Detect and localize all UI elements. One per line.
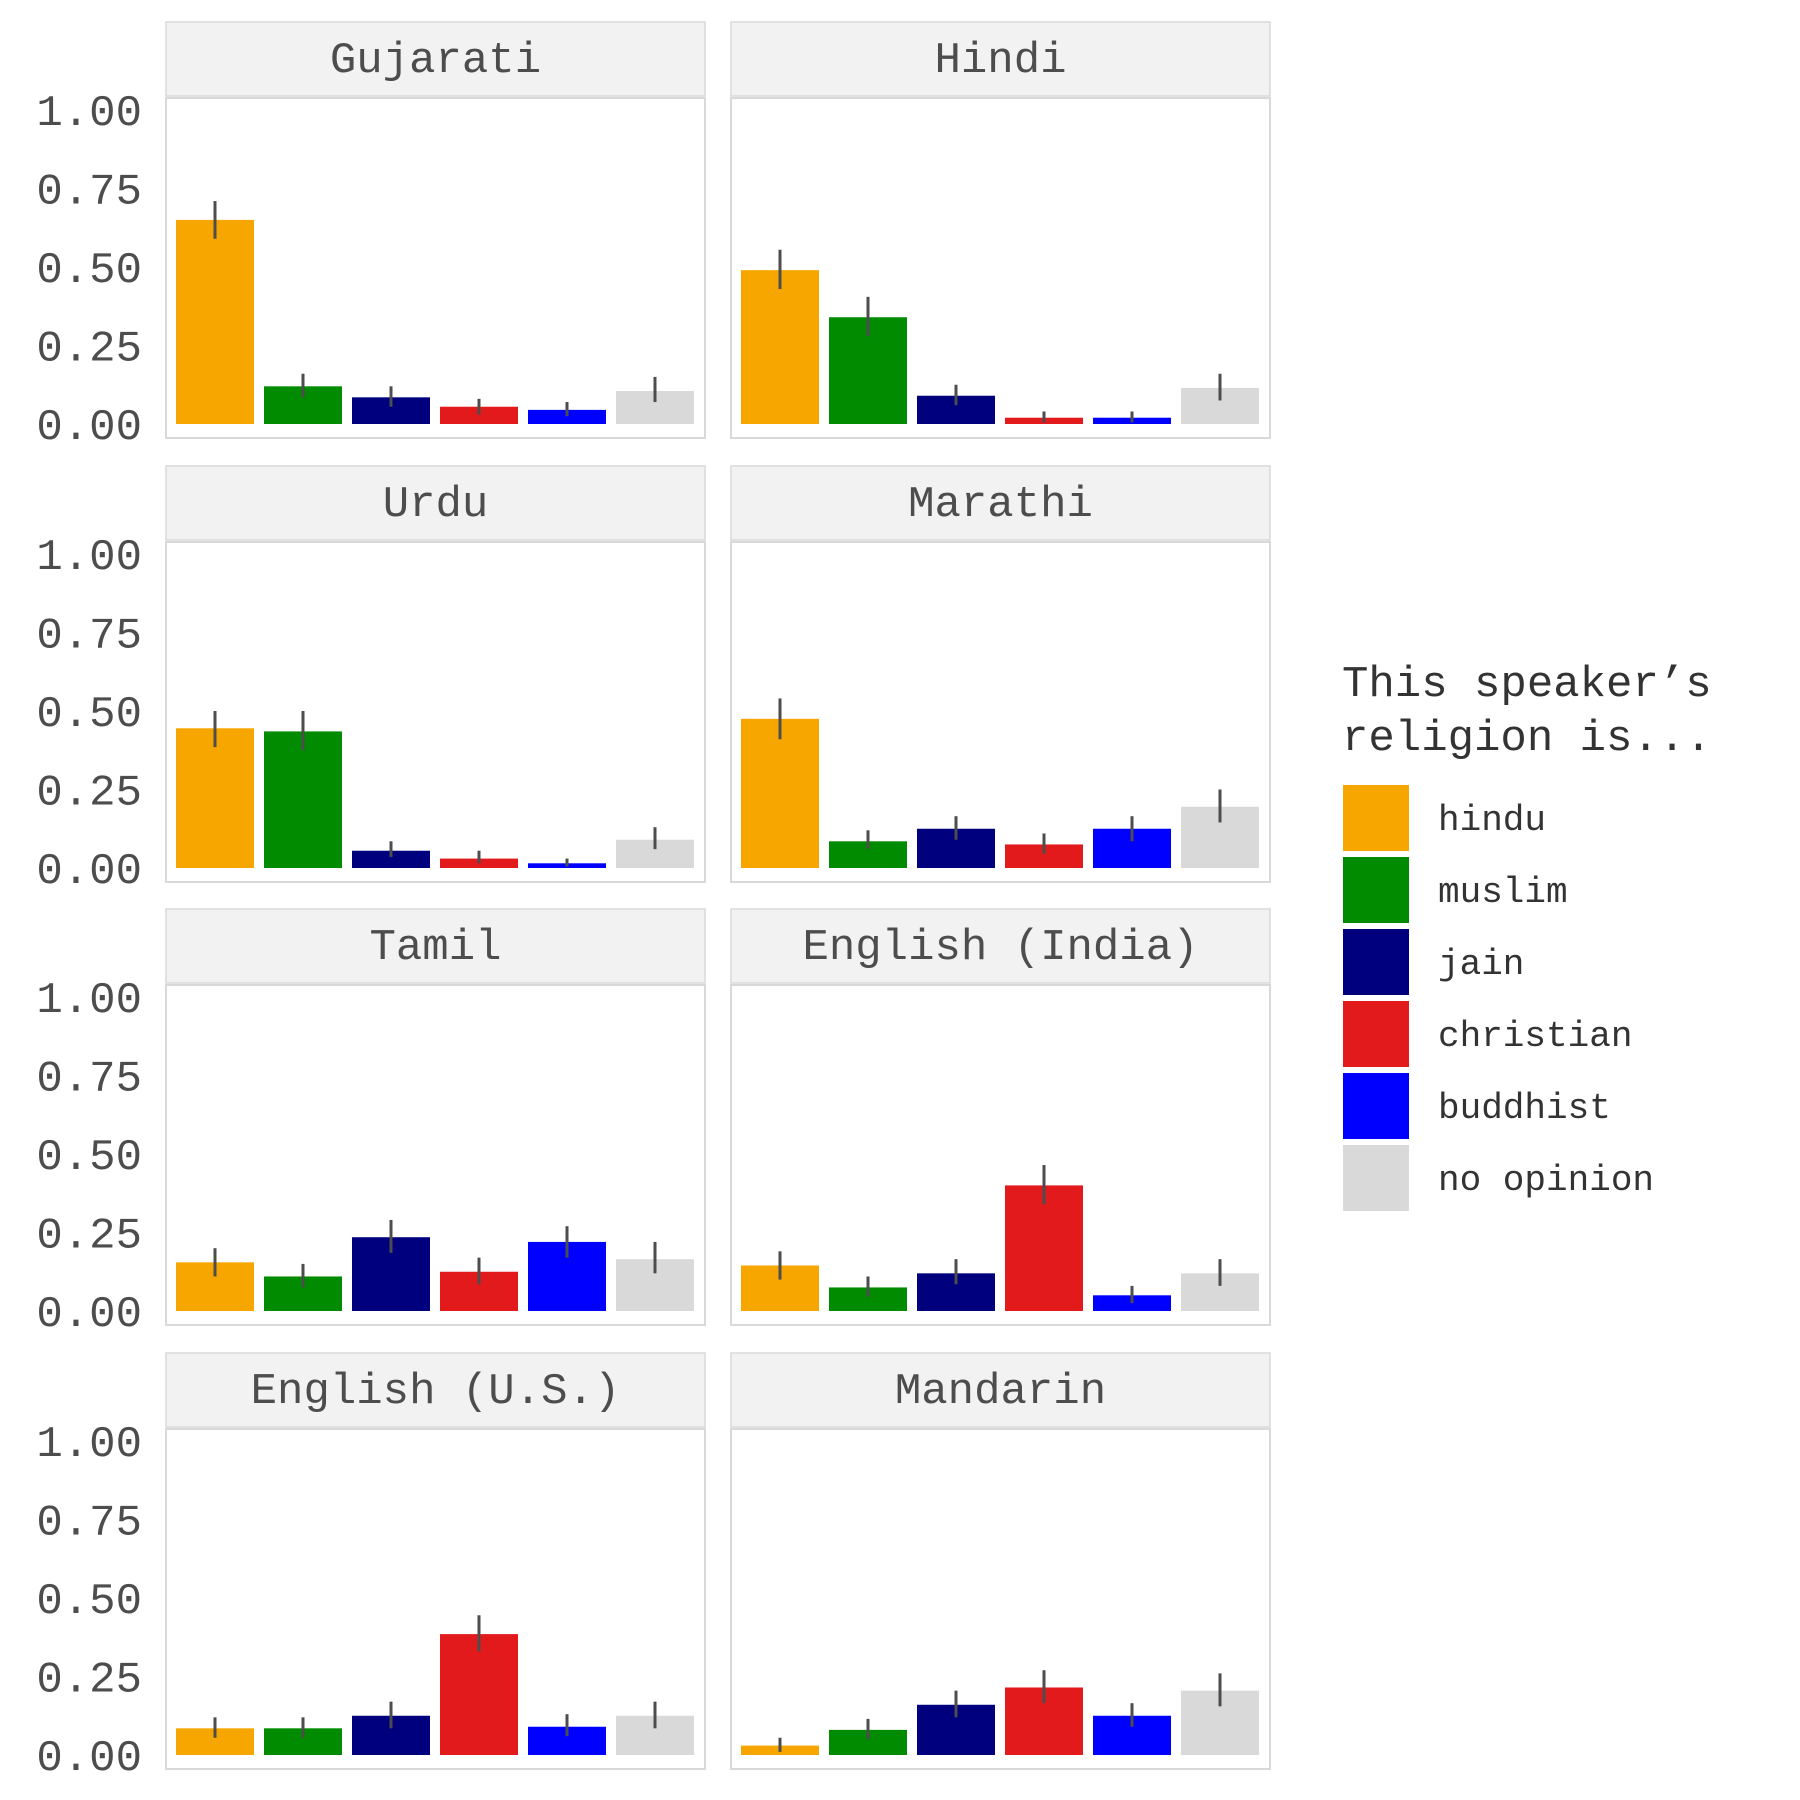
legend-label-christian: christian — [1438, 1016, 1632, 1057]
bar-christian — [440, 858, 518, 868]
y-tick-label: 0.75 — [36, 1499, 142, 1549]
y-tick-label: 0.00 — [36, 403, 142, 453]
legend-key-buddhist — [1341, 1071, 1411, 1141]
y-tick-label: 0.75 — [36, 612, 142, 662]
bar-hindu — [176, 219, 254, 424]
bar-christian — [440, 406, 518, 424]
y-tick-label: 1.00 — [36, 976, 142, 1026]
facet-strip — [165, 21, 706, 97]
y-tick-label: 0.50 — [36, 690, 142, 740]
panel-background — [165, 97, 706, 439]
y-tick-label: 0.25 — [36, 1656, 142, 1706]
facet-strip — [730, 1352, 1271, 1428]
facet-title: Marathi — [908, 480, 1093, 530]
facet-title: Tamil — [369, 923, 501, 973]
legend-title: This speaker’s — [1342, 660, 1712, 710]
facet-title: Hindi — [934, 36, 1066, 86]
bar-jain — [352, 850, 430, 868]
facet-strip — [165, 908, 706, 984]
bar-muslim — [264, 731, 342, 868]
y-tick-label: 0.00 — [36, 847, 142, 897]
y-tick-label: 0.50 — [36, 1133, 142, 1183]
bar-hindu — [741, 270, 819, 424]
facet-title: Urdu — [383, 480, 489, 530]
facet-title: English (U.S.) — [251, 1367, 621, 1417]
facet-strip — [165, 465, 706, 541]
legend-key-hindu — [1341, 783, 1411, 853]
legend-key-christian — [1341, 999, 1411, 1069]
facet-mandarin: Mandarin — [730, 1352, 1271, 1770]
y-tick-label: 0.25 — [36, 325, 142, 375]
y-tick-label: 0.75 — [36, 168, 142, 218]
bar-christian — [1005, 844, 1083, 868]
y-tick-label: 0.25 — [36, 769, 142, 819]
y-tick-label: 1.00 — [36, 533, 142, 583]
y-tick-label: 1.00 — [36, 89, 142, 139]
facet-panels: Gujarati 0.00 0.25 0.50 0.75 1.00 Hindi Urdu 0.0… — [36, 21, 1271, 1784]
panel-background — [730, 984, 1271, 1326]
y-tick-label: 0.25 — [36, 1212, 142, 1262]
legend-label-no-opinion: no opinion — [1438, 1160, 1654, 1201]
facet-gujarati: Gujarati 0.00 0.25 0.50 0.75 1.00 — [36, 21, 706, 453]
facet-title: Mandarin — [895, 1367, 1106, 1417]
bar-buddhist — [528, 409, 606, 424]
facet-marathi: Marathi — [730, 465, 1271, 883]
panel-background — [165, 1428, 706, 1770]
legend-label-jain: jain — [1438, 944, 1524, 985]
y-tick-label: 0.75 — [36, 1055, 142, 1105]
panel-background — [165, 984, 706, 1326]
facet-title: Gujarati — [330, 36, 541, 86]
facet-hindi: Hindi — [730, 21, 1271, 439]
bar-hindu — [741, 718, 819, 868]
facet-strip — [730, 465, 1271, 541]
bar-muslim — [829, 1287, 907, 1311]
y-tick-label: 0.50 — [36, 1577, 142, 1627]
facet-english-u-s: English (U.S.) 0.00 0.25 0.50 0.75 1.00 — [36, 1352, 706, 1784]
legend-label-hindu: hindu — [1438, 800, 1546, 841]
legend-key-jain — [1341, 927, 1411, 997]
y-tick-label: 1.00 — [36, 1420, 142, 1470]
panel-background — [165, 541, 706, 883]
legend-label-buddhist: buddhist — [1438, 1088, 1611, 1129]
facet-title: English (India) — [802, 923, 1198, 973]
y-tick-label: 0.00 — [36, 1290, 142, 1340]
legend-title: religion is... — [1342, 714, 1712, 764]
y-tick-label: 0.50 — [36, 246, 142, 296]
legend-label-muslim: muslim — [1438, 872, 1568, 913]
bar-christian — [440, 1634, 518, 1755]
bar-christian — [1005, 1185, 1083, 1311]
facet-strip — [730, 908, 1271, 984]
legend-key-muslim — [1341, 855, 1411, 925]
bar-hindu — [176, 728, 254, 868]
facet-tamil: Tamil 0.00 0.25 0.50 0.75 1.00 — [36, 908, 706, 1340]
panel-background — [730, 1428, 1271, 1770]
facet-strip — [165, 1352, 706, 1428]
facet-english-india: English (India) — [730, 908, 1271, 1326]
y-tick-label: 0.00 — [36, 1734, 142, 1784]
facet-urdu: Urdu 0.00 0.25 0.50 0.75 1.00 — [36, 465, 706, 897]
panel-background — [730, 541, 1271, 883]
panel-background — [730, 97, 1271, 439]
facet-strip — [730, 21, 1271, 97]
legend-key-no-opinion — [1341, 1143, 1411, 1213]
